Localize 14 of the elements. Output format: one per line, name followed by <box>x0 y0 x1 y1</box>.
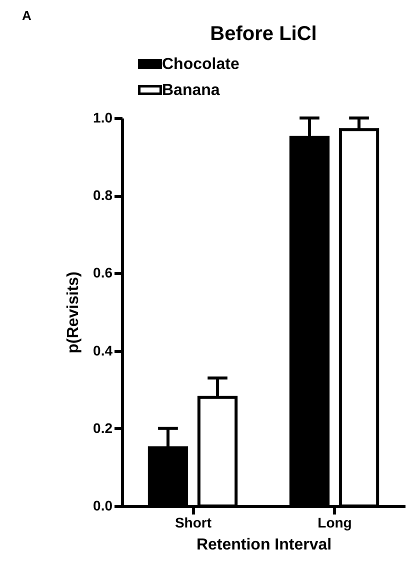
y-tick-label: 0.0 <box>93 498 113 514</box>
y-tick-label: 0.4 <box>93 342 113 358</box>
y-tick-label: 0.2 <box>93 420 113 436</box>
y-tick-label: 1.0 <box>93 110 113 126</box>
x-tick-label: Long <box>318 514 352 530</box>
text: A <box>22 8 32 23</box>
chart-title: Before LiCl <box>210 23 317 45</box>
legend-label: Banana <box>162 82 220 99</box>
y-tick-label: 0.6 <box>93 264 113 281</box>
y-axis-title: p(Revisits) <box>65 272 82 354</box>
legend-label: Chocolate <box>162 56 240 73</box>
x-tick-label: Short <box>174 514 212 530</box>
y-tick-label: 0.8 <box>93 187 113 204</box>
x-axis-title: Retention Interval <box>196 536 332 554</box>
